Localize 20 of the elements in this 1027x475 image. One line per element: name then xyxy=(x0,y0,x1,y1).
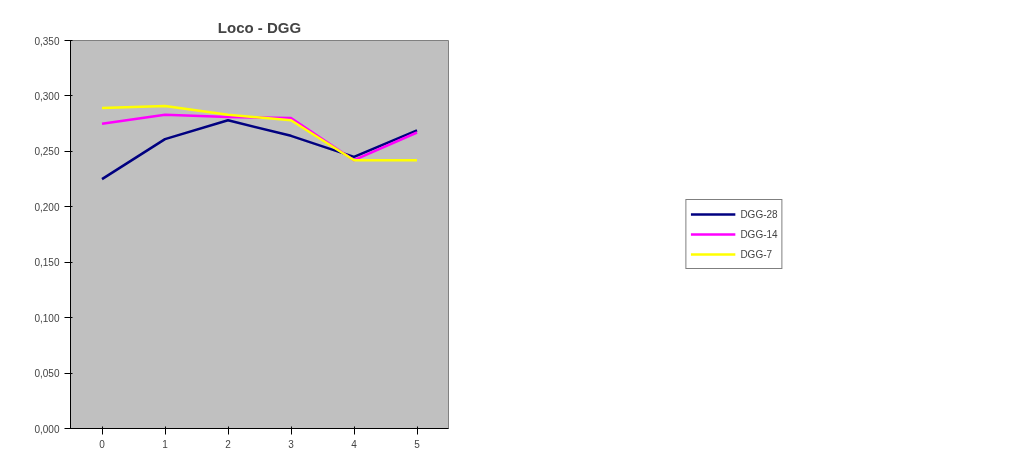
y-tick-label: 0,100 xyxy=(34,312,60,324)
x-tick-label: 1 xyxy=(162,438,169,450)
legend-label: DGG-28 xyxy=(740,208,778,220)
line-series xyxy=(100,119,419,181)
chart-title: Loco - DGG xyxy=(217,18,302,36)
x-tick-label: 3 xyxy=(288,438,295,450)
y-tick-label: 0,200 xyxy=(34,201,60,213)
y-tick-label: 0,250 xyxy=(34,146,60,158)
y-tick-label: 0,000 xyxy=(34,423,60,435)
y-tick-label: 0,150 xyxy=(34,257,60,269)
y-tick-label: 0,050 xyxy=(34,368,60,380)
line-series xyxy=(100,104,419,162)
legend-label: DGG-7 xyxy=(740,248,773,260)
y-tick-label: 0,300 xyxy=(34,90,60,102)
y-tick-label: 0,350 xyxy=(34,35,60,47)
legend-label: DGG-14 xyxy=(740,228,778,240)
x-tick-label: 0 xyxy=(99,438,106,450)
x-tick-label: 4 xyxy=(351,438,358,450)
x-tick-label: 5 xyxy=(414,438,421,450)
x-tick-label: 2 xyxy=(225,438,232,450)
